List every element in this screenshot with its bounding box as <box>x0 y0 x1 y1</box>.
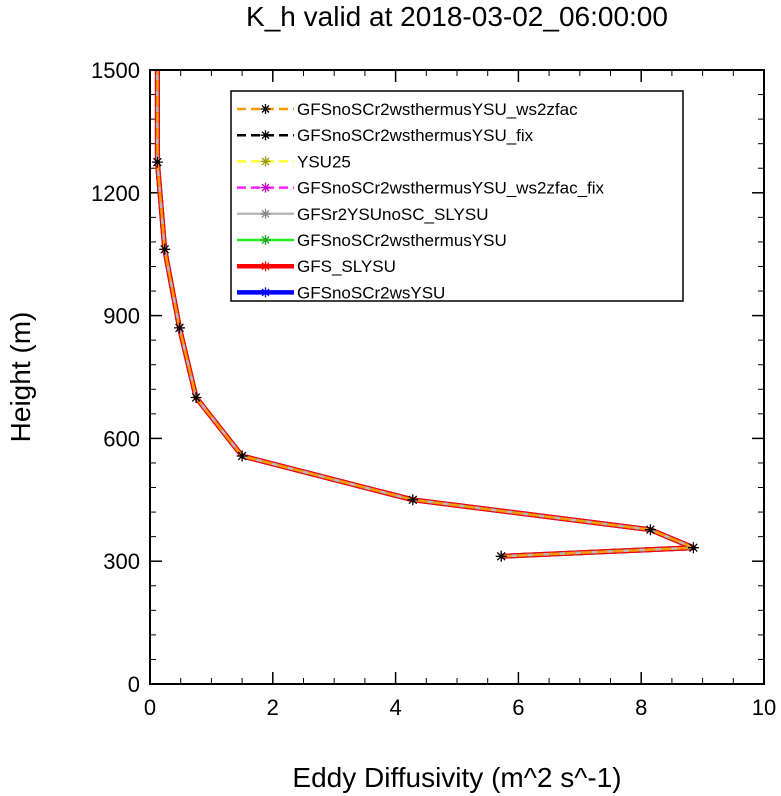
legend-label: GFSr2YSUnoSC_SLYSU <box>297 205 488 224</box>
x-tick-label: 6 <box>512 695 524 720</box>
legend-label: YSU25 <box>297 152 351 171</box>
y-tick-label: 600 <box>103 426 140 451</box>
legend-label: GFSnoSCr2wsthermusYSU_ws2zfac <box>297 100 578 119</box>
series-line <box>156 70 695 558</box>
y-axis-label: Height (m) <box>5 312 36 443</box>
x-tick-label: 8 <box>635 695 647 720</box>
legend-marker <box>260 208 271 219</box>
x-tick-label: 0 <box>144 695 156 720</box>
legend-entry: GFSnoSCr2wsYSU <box>237 283 445 302</box>
data-point-marker <box>190 392 202 403</box>
data-point-marker <box>174 322 185 334</box>
legend-label: GFSnoSCr2wsthermusYSU <box>297 231 507 250</box>
y-tick-label: 300 <box>103 549 140 574</box>
series-layer <box>151 70 699 562</box>
tick-labels: 0 2 4 6 8 10 0 300 600 900 1200 1500 <box>91 58 776 720</box>
legend-entry: GFS_SLYSU <box>237 257 396 276</box>
legend-marker <box>260 130 271 141</box>
x-tick-label: 4 <box>389 695 401 720</box>
y-tick-label: 1200 <box>91 181 140 206</box>
legend-entry: YSU25 <box>237 152 351 171</box>
x-tick-label: 2 <box>267 695 279 720</box>
legend-box <box>230 90 684 302</box>
legend-marker <box>260 287 271 298</box>
legend-marker <box>260 261 271 272</box>
data-point-marker <box>159 243 171 255</box>
data-point-marker <box>407 494 419 506</box>
legend-entry: GFSnoSCr2wsthermusYSU_ws2zfac_fix <box>237 179 605 198</box>
legend-label: GFSnoSCr2wsYSU <box>297 283 445 302</box>
y-tick-label: 0 <box>128 672 140 697</box>
data-point-marker <box>236 450 248 462</box>
plot-frame <box>149 69 765 685</box>
legend-entry: GFSnoSCr2wsthermusYSU <box>237 231 507 250</box>
legend-entry: GFSnoSCr2wsthermusYSU_ws2zfac <box>237 100 578 119</box>
legend-marker <box>260 235 271 245</box>
y-tick-label: 1500 <box>91 58 140 83</box>
legend-label: GFS_SLYSU <box>297 257 396 276</box>
y-tick-label: 900 <box>103 304 140 329</box>
legend-marker <box>260 182 271 193</box>
series-GFSnoSCr2wsthermusYSU_ws2zfac <box>151 70 699 562</box>
legend-marker <box>260 156 271 167</box>
data-point-marker <box>495 550 507 562</box>
legend: GFSnoSCr2wsthermusYSU_ws2zfac GFSnoSCr2ws… <box>230 90 684 302</box>
legend-entry: GFSr2YSUnoSC_SLYSU <box>237 205 488 224</box>
x-axis-label: Eddy Diffusivity (m^2 s^-1) <box>292 762 621 793</box>
data-point-marker <box>644 524 656 536</box>
data-point-marker <box>151 156 163 168</box>
legend-label: GFSnoSCr2wsthermusYSU_ws2zfac_fix <box>297 179 605 198</box>
x-tick-label: 10 <box>752 695 776 720</box>
chart-title: K_h valid at 2018-03-02_06:00:00 <box>246 1 668 32</box>
legend-label: GFSnoSCr2wsthermusYSU_fix <box>297 126 534 145</box>
legend-entry: GFSnoSCr2wsthermusYSU_fix <box>237 126 534 145</box>
legend-marker <box>260 104 271 114</box>
data-point-marker <box>687 542 699 554</box>
